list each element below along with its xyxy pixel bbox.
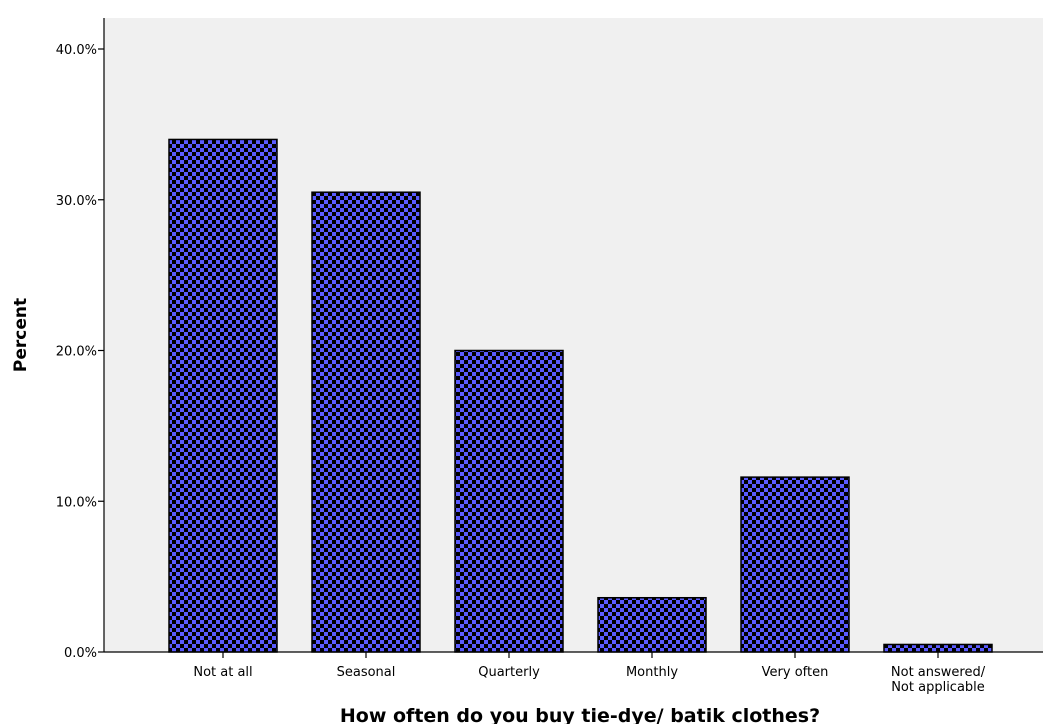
x-tick-label: Not answered/Not applicable bbox=[891, 665, 986, 695]
x-tick-label: Monthly bbox=[626, 665, 678, 680]
x-tick-label: Not at all bbox=[193, 665, 252, 680]
bar-3 bbox=[597, 596, 707, 653]
x-tick-label: Quarterly bbox=[478, 665, 540, 680]
x-tick-label: Seasonal bbox=[337, 665, 396, 680]
y-tick-label: 10.0% bbox=[56, 495, 97, 510]
bar-4 bbox=[740, 476, 850, 653]
x-axis-title: How often do you buy tie-dye/ batik clot… bbox=[340, 705, 820, 724]
x-tick-label: Very often bbox=[762, 665, 829, 680]
y-tick-label: 40.0% bbox=[56, 43, 97, 58]
bar-1 bbox=[311, 191, 421, 653]
bar-2 bbox=[454, 349, 564, 653]
bar-0 bbox=[168, 138, 278, 653]
bar-5 bbox=[883, 643, 993, 653]
y-tick-label: 0.0% bbox=[64, 646, 97, 661]
y-tick-label: 20.0% bbox=[56, 345, 97, 360]
y-axis-title: Percent bbox=[11, 298, 31, 372]
y-tick-label: 30.0% bbox=[56, 194, 97, 209]
